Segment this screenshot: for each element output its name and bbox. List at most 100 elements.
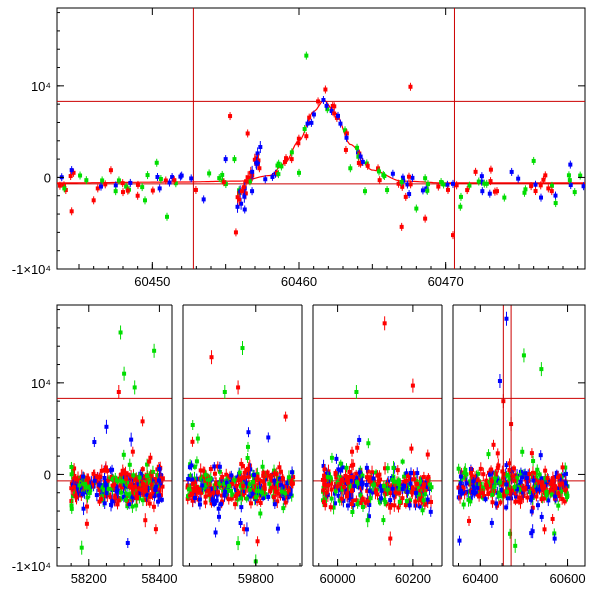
bottom-band-point xyxy=(360,481,365,486)
bottom-band-point xyxy=(395,488,400,493)
bottom-scatter-point xyxy=(414,490,419,495)
bottom-band-point xyxy=(352,484,357,489)
bottom-band-point xyxy=(275,499,280,504)
bottom-scatter-point xyxy=(120,479,125,484)
bottom-band-point xyxy=(357,470,362,475)
bottom-band-point xyxy=(375,473,380,478)
bottom-band-point xyxy=(408,498,413,503)
bottom-band-point xyxy=(427,482,432,487)
bottom-scatter-point xyxy=(246,467,251,472)
bottom-band-point xyxy=(222,481,227,486)
bottom-band-point xyxy=(102,467,107,472)
bottom-band-point xyxy=(404,471,409,476)
bottom-outlier-filter_1 xyxy=(129,437,134,442)
top-point-filter_3 xyxy=(57,183,62,188)
bottom-band-point xyxy=(480,491,485,496)
bottom-scatter-point xyxy=(266,435,271,440)
top-peak-point xyxy=(321,98,326,103)
top-point-filter_1 xyxy=(242,207,247,212)
bottom-band-point xyxy=(137,483,142,488)
bottom-band-point xyxy=(393,485,398,490)
bottom-band-point xyxy=(199,477,204,482)
top-peak-point xyxy=(302,127,307,132)
top-point-filter_2 xyxy=(173,181,178,186)
bottom-band-point xyxy=(388,502,393,507)
bottom-band-point xyxy=(458,474,463,479)
top-peak-point xyxy=(324,103,329,108)
bottom-band-point xyxy=(86,477,91,482)
top-point-filter_2 xyxy=(297,170,301,175)
bottom-xtick-label: 60000 xyxy=(320,571,356,586)
bottom-band-point xyxy=(277,465,282,470)
bottom-band-point xyxy=(220,499,225,504)
top-point-filter_2 xyxy=(566,173,571,178)
top-peak-point xyxy=(338,121,343,126)
bottom-band-point xyxy=(557,482,562,487)
top-peak-point xyxy=(357,151,362,156)
bottom-band-point xyxy=(477,494,482,499)
bottom-band-point xyxy=(272,478,277,483)
bottom-band-point xyxy=(487,480,492,485)
bottom-band-point xyxy=(242,470,247,475)
top-point-filter_2 xyxy=(363,189,367,194)
bottom-scatter-point xyxy=(371,476,376,481)
bottom-band-point xyxy=(81,506,86,511)
bottom-scatter-point xyxy=(69,472,74,477)
bottom-band-point xyxy=(379,488,384,493)
bottom-band-point xyxy=(123,471,128,476)
bottom-band-point xyxy=(407,501,412,506)
top-point-filter_2 xyxy=(62,186,67,191)
top-point-filter_1 xyxy=(223,157,228,162)
bottom-band-point xyxy=(140,467,145,472)
top-point-filter_2 xyxy=(154,160,159,165)
bottom-band-point xyxy=(557,477,562,482)
bottom-scatter-point xyxy=(486,452,491,457)
bottom-scatter-point xyxy=(69,464,74,469)
bottom-scatter-point xyxy=(531,478,536,483)
bottom-band-point xyxy=(337,486,342,491)
bottom-band-point xyxy=(254,495,259,500)
bottom-band-point xyxy=(388,505,393,510)
top-peak-point xyxy=(325,107,330,112)
bottom-band-point xyxy=(356,477,361,482)
bottom-scatter-point xyxy=(467,518,472,523)
top-point-filter_2 xyxy=(476,179,481,184)
bottom-band-point xyxy=(214,498,219,503)
top-peak-point xyxy=(282,159,287,164)
bottom-band-point xyxy=(91,480,96,485)
top-point-filter_3 xyxy=(68,174,73,179)
bottom-band-point xyxy=(492,476,497,481)
top-point-filter_3 xyxy=(91,198,96,203)
bottom-band-point xyxy=(261,496,266,501)
top-point-filter_2 xyxy=(100,178,105,183)
bottom-band-point xyxy=(351,475,356,480)
bottom-band-point xyxy=(563,480,568,485)
bottom-band-point xyxy=(463,467,468,472)
top-point-filter_1 xyxy=(189,176,194,181)
bottom-band-point xyxy=(422,502,427,507)
bottom-band-point xyxy=(262,491,267,496)
bottom-band-point xyxy=(357,500,362,505)
bottom-band-point xyxy=(514,494,519,499)
model-curve xyxy=(57,100,585,184)
bottom-band-point xyxy=(324,471,329,476)
bottom-band-point xyxy=(321,463,326,468)
bottom-band-point xyxy=(153,488,158,493)
bottom-band-point xyxy=(145,462,150,467)
top-peak-point xyxy=(376,166,381,171)
bottom-band-point xyxy=(499,487,504,492)
top-point-filter_2 xyxy=(482,181,487,186)
bottom-band-point xyxy=(284,484,289,489)
bottom-band-point xyxy=(244,481,249,486)
top-peak-point xyxy=(311,112,316,117)
bottom-band-point xyxy=(412,487,417,492)
bottom-band-point xyxy=(78,479,83,484)
bottom-band-point xyxy=(261,470,266,475)
bottom-scatter-point xyxy=(110,467,115,472)
top-xtick-label: 60460 xyxy=(281,274,317,289)
bottom-band-point xyxy=(283,491,288,496)
bottom-band-point xyxy=(140,482,145,487)
bottom-band-point xyxy=(131,473,136,478)
bottom-band-point xyxy=(337,498,342,503)
top-point-filter_3 xyxy=(163,178,168,183)
